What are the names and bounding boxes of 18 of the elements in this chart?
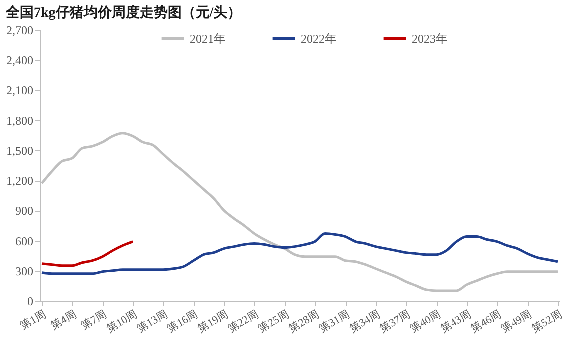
legend-label: 2021年 bbox=[190, 32, 226, 46]
x-tick-label: 第4周 bbox=[49, 308, 79, 333]
y-tick-label: 1,800 bbox=[6, 114, 34, 128]
x-tick-label: 第1周 bbox=[18, 308, 49, 333]
y-tick-label: 900 bbox=[16, 204, 34, 218]
legend-label: 2023年 bbox=[412, 32, 448, 46]
y-tick-label: 600 bbox=[16, 234, 34, 248]
y-tick-label: 1,200 bbox=[6, 174, 34, 188]
line-series bbox=[40, 240, 134, 268]
y-tick-label: 2,400 bbox=[6, 54, 34, 68]
y-tick-label: 2,100 bbox=[6, 84, 34, 98]
y-tick-label: 300 bbox=[16, 264, 34, 278]
chart-title: 全国7kg仔猪均价周度走势图（元/头） bbox=[5, 4, 242, 21]
line-series bbox=[40, 232, 560, 276]
y-tick-label: 2,700 bbox=[6, 24, 34, 38]
y-tick-label: 1,500 bbox=[6, 144, 34, 158]
y-tick-label: 0 bbox=[28, 294, 34, 308]
legend-label: 2022年 bbox=[301, 32, 337, 46]
